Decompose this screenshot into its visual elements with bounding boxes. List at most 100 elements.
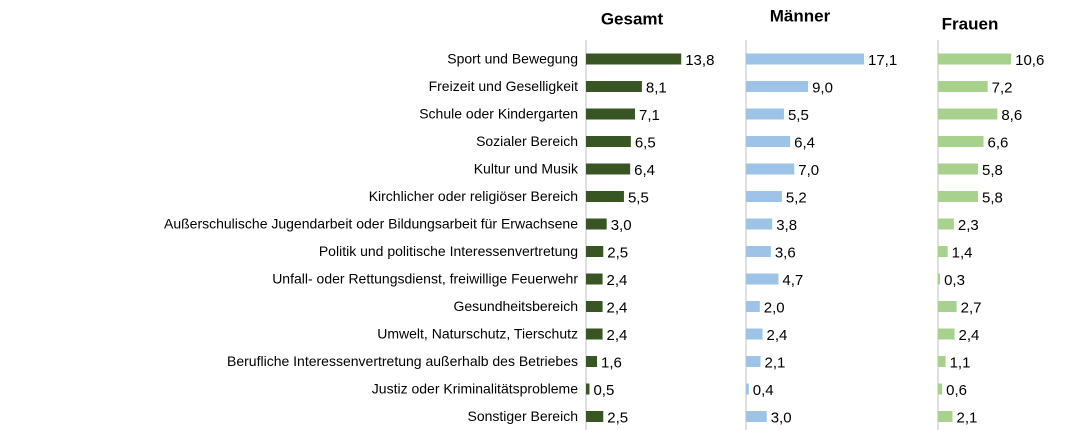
value-label: 2,4 [607, 327, 628, 344]
value-label: 2,4 [607, 299, 628, 316]
bar [746, 136, 791, 147]
value-label: 3,8 [776, 217, 797, 234]
bar [938, 356, 946, 367]
bar [746, 218, 773, 230]
bar [586, 53, 682, 65]
category-label: Gesundheitsbereich [453, 298, 578, 314]
value-label: 2,0 [764, 299, 785, 316]
value-label: 8,6 [1001, 107, 1022, 124]
bar [746, 273, 779, 285]
value-label: 1,1 [950, 354, 971, 371]
value-label: 2,1 [764, 354, 785, 371]
bar [586, 383, 590, 395]
bar [938, 136, 984, 147]
bar [586, 218, 607, 230]
value-label: 1,4 [952, 244, 973, 261]
category-label: Außerschulische Jugendarbeit oder Bildun… [164, 216, 578, 232]
value-label: 6,5 [635, 134, 656, 151]
bar [586, 163, 631, 175]
bar [746, 383, 749, 395]
value-label: 0,4 [753, 382, 774, 399]
panel-title: Gesamt [601, 9, 664, 28]
value-label: 3,0 [771, 409, 792, 426]
value-label: 10,6 [1015, 52, 1044, 69]
bar [746, 411, 767, 422]
value-label: 5,8 [982, 162, 1003, 179]
panel-title: Frauen [942, 14, 999, 33]
value-label: 2,3 [958, 217, 979, 234]
category-label: Berufliche Interessenvertretung außerhal… [227, 353, 578, 369]
value-label: 2,5 [607, 409, 628, 426]
bar [938, 163, 979, 175]
bar [938, 218, 954, 230]
category-label: Sport und Bewegung [447, 51, 578, 67]
value-label: 2,5 [607, 244, 628, 261]
value-label: 3,6 [775, 244, 796, 261]
value-label: 3,0 [611, 217, 632, 234]
value-label: 0,6 [946, 382, 967, 399]
bar [746, 81, 809, 92]
value-label: 5,8 [982, 189, 1003, 206]
bar [938, 383, 943, 395]
bar [938, 246, 948, 257]
bar [938, 53, 1012, 65]
value-label: 6,4 [634, 162, 655, 179]
category-label: Unfall- oder Rettungsdienst, freiwillige… [272, 271, 578, 287]
bar [586, 108, 635, 120]
category-label: Sozialer Bereich [476, 133, 578, 149]
value-label: 17,1 [868, 52, 897, 69]
bar [938, 81, 988, 92]
bar [586, 273, 603, 285]
bar [586, 328, 603, 340]
category-label: Schule oder Kindergarten [419, 106, 578, 122]
value-label: 0,5 [593, 382, 614, 399]
value-label: 5,2 [786, 189, 807, 206]
category-label: Sonstiger Bereich [467, 408, 578, 424]
value-label: 6,4 [794, 134, 815, 151]
value-label: 2,1 [956, 409, 977, 426]
value-label: 4,7 [782, 272, 803, 289]
value-label: 0,3 [944, 272, 965, 289]
value-label: 13,8 [685, 52, 714, 69]
bar [586, 191, 624, 202]
value-label: 1,6 [601, 354, 622, 371]
bar [938, 191, 979, 202]
value-label: 2,4 [607, 272, 628, 289]
category-label: Kultur und Musik [474, 161, 579, 177]
bar [938, 108, 998, 120]
value-label: 5,5 [628, 189, 649, 206]
bar [746, 356, 761, 367]
value-label: 8,1 [646, 79, 667, 96]
category-label: Kirchlicher oder religiöser Bereich [369, 188, 578, 204]
panel-title: Männer [770, 6, 831, 25]
value-label: 2,4 [959, 327, 980, 344]
value-label: 7,1 [639, 107, 660, 124]
category-label: Umwelt, Naturschutz, Tierschutz [377, 326, 578, 342]
value-label: 6,6 [988, 134, 1009, 151]
value-label: 5,5 [788, 107, 809, 124]
category-label: Justiz oder Kriminalitätsprobleme [372, 381, 578, 397]
value-label: 2,7 [961, 299, 982, 316]
category-label: Freizeit und Geselligkeit [429, 78, 579, 94]
bar [746, 246, 771, 257]
value-label: 7,0 [798, 162, 819, 179]
bar [938, 411, 953, 422]
bar [586, 301, 603, 312]
value-label: 9,0 [812, 79, 833, 96]
bar [938, 328, 955, 340]
value-label: 7,2 [992, 79, 1013, 96]
bar [746, 301, 760, 312]
bar [746, 328, 763, 340]
bar [938, 273, 941, 285]
category-label: Politik und politische Interessenvertret… [319, 243, 578, 259]
bar [586, 136, 631, 147]
bar [746, 53, 864, 65]
value-label: 2,4 [767, 327, 788, 344]
bar [746, 163, 795, 175]
bar [586, 411, 604, 422]
bar [586, 246, 604, 257]
bar [586, 81, 642, 92]
bar [586, 356, 598, 367]
bar [746, 191, 782, 202]
